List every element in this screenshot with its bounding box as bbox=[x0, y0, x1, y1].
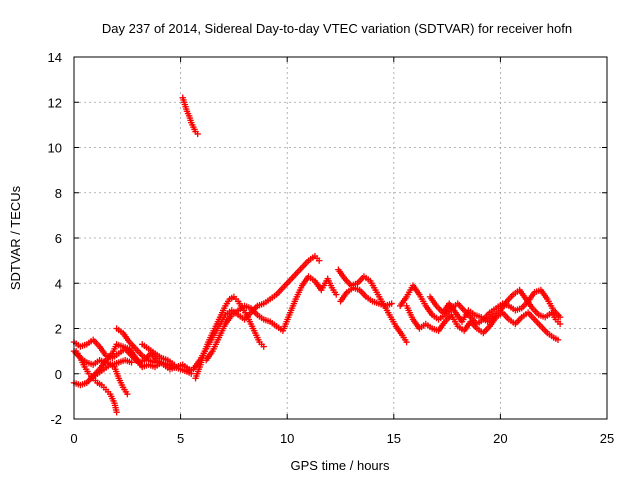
series-track-p bbox=[426, 286, 564, 328]
series-track-o bbox=[403, 302, 562, 344]
data-point bbox=[403, 338, 410, 346]
x-tick-label: 5 bbox=[177, 431, 184, 446]
y-tick-label: 6 bbox=[55, 231, 62, 246]
series-track-h bbox=[179, 94, 201, 138]
series-track-f bbox=[113, 325, 159, 366]
data-point bbox=[113, 409, 120, 416]
series-track-k bbox=[202, 273, 340, 364]
data-point bbox=[556, 320, 564, 328]
grid bbox=[74, 57, 607, 419]
x-tick-label: 25 bbox=[600, 431, 614, 446]
y-tick-label: 2 bbox=[55, 322, 62, 337]
data-point bbox=[128, 359, 135, 366]
data-point bbox=[388, 300, 395, 307]
chart-title: Day 237 of 2014, Sidereal Day-to-day VTE… bbox=[102, 21, 572, 36]
y-tick-label: -2 bbox=[50, 412, 62, 427]
data-point bbox=[124, 390, 131, 398]
y-tick-label: 8 bbox=[55, 186, 62, 201]
x-tick-label: 20 bbox=[493, 431, 507, 446]
y-tick-label: 0 bbox=[55, 367, 62, 382]
series-track-j bbox=[183, 252, 323, 375]
data-point bbox=[556, 313, 564, 321]
y-tick-label: 10 bbox=[48, 141, 62, 156]
x-tick-label: 10 bbox=[280, 431, 294, 446]
series-track-l bbox=[335, 266, 410, 346]
y-axis-label: SDTVAR / TECUs bbox=[8, 185, 23, 290]
data-point bbox=[554, 336, 562, 344]
data-point bbox=[151, 359, 159, 366]
data-point bbox=[194, 130, 201, 138]
y-tick-label: 4 bbox=[55, 276, 62, 291]
y-tick-label: 14 bbox=[48, 50, 62, 65]
series-track-m bbox=[337, 284, 395, 310]
x-axis-label: GPS time / hours bbox=[291, 458, 390, 473]
data-point bbox=[171, 361, 178, 368]
x-tick-label: 15 bbox=[387, 431, 401, 446]
data-point bbox=[315, 257, 323, 264]
data-points bbox=[70, 94, 564, 416]
series-track-e bbox=[87, 361, 131, 398]
data-point bbox=[333, 291, 340, 298]
data-point bbox=[260, 343, 267, 350]
x-tick-label: 0 bbox=[70, 431, 77, 446]
y-tick-label: 12 bbox=[48, 95, 62, 110]
series-track-g bbox=[139, 341, 178, 368]
axis-ticks: 0 5 10 15 20 25 -2 0 2 4 6 8 10 12 14 bbox=[48, 50, 615, 446]
